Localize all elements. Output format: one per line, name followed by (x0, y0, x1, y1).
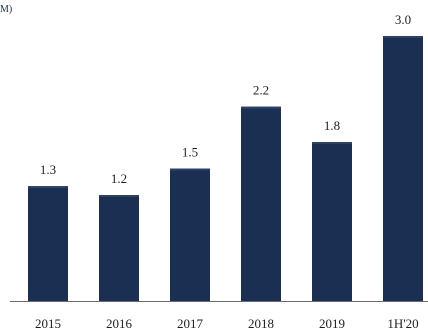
value-label-1H'20: 3.0 (395, 12, 411, 27)
bar-top-edge-2016 (99, 195, 139, 197)
bar-top-edge-1H'20 (383, 36, 423, 38)
bars-group (28, 36, 423, 302)
bar-2015 (28, 186, 68, 301)
value-label-2018: 2.2 (253, 83, 269, 98)
bar-top-edge-2017 (170, 168, 210, 171)
value-label-2017: 1.5 (182, 145, 198, 160)
x-tick-label-1H'20: 1H'20 (387, 316, 418, 331)
value-label-2016: 1.2 (111, 171, 127, 186)
bar-2017 (170, 168, 210, 301)
bar-top-edge-2019 (312, 142, 352, 144)
bar-2019 (312, 142, 352, 301)
x-tick-label-2016: 2016 (106, 316, 133, 331)
bar-top-edge-2015 (28, 186, 68, 189)
x-tick-label-2015: 2015 (35, 316, 61, 331)
bar-2018 (241, 106, 281, 302)
value-label-2015: 1.3 (40, 162, 56, 177)
x-tick-label-2019: 2019 (319, 316, 345, 331)
value-labels-group: 1.3 1.2 1.5 2.2 1.8 3.0 (40, 12, 411, 186)
x-tick-labels-group: 2015 2016 2017 2018 2019 1H'20 (35, 316, 419, 331)
x-tick-label-2017: 2017 (177, 316, 204, 331)
x-tick-label-2018: 2018 (248, 316, 274, 331)
bar-top-edge-2018 (241, 106, 281, 109)
bar-1H'20 (383, 36, 423, 301)
value-label-2019: 1.8 (324, 118, 340, 133)
bar-2016 (99, 195, 139, 301)
unit-label: M) (0, 4, 13, 15)
